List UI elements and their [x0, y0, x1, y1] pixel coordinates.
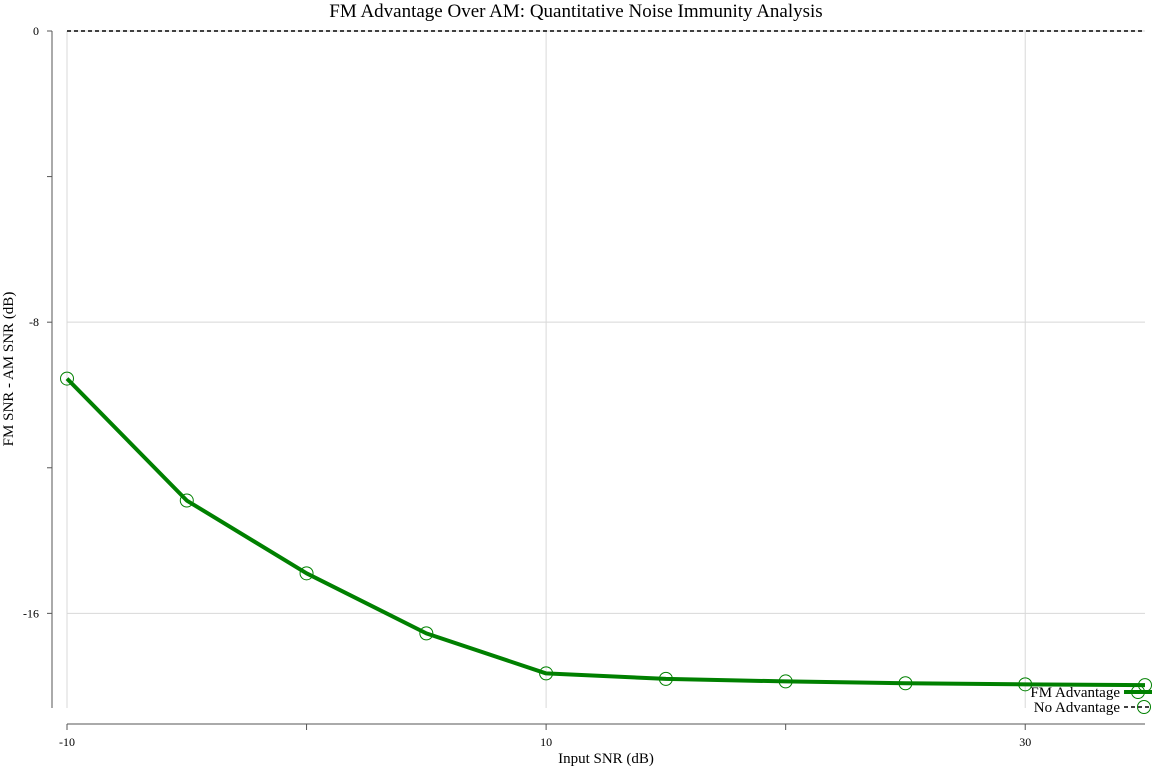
- x-axis-label: Input SNR (dB): [558, 751, 654, 767]
- axes: -10 10 30 0 -8 -16: [23, 24, 1145, 749]
- x-tick-label: -10: [59, 735, 75, 749]
- data-point: [1018, 677, 1033, 692]
- x-tick-label: 30: [1019, 735, 1031, 749]
- plot-area: [60, 30, 1152, 693]
- data-point: [778, 674, 793, 689]
- data-point: [898, 676, 913, 691]
- x-tick-label: 10: [540, 735, 552, 749]
- grid: [66, 30, 1145, 708]
- data-point: [60, 371, 74, 386]
- legend-label: FM Advantage: [1030, 685, 1120, 701]
- data-point: [179, 493, 194, 508]
- legend-label: No Advantage: [1034, 700, 1121, 716]
- legend-marker: [1131, 685, 1145, 699]
- data-point: [539, 666, 554, 681]
- y-tick-label: -16: [23, 606, 39, 620]
- data-point: [419, 626, 434, 641]
- chart-title: FM Advantage Over AM: Quantitative Noise…: [329, 1, 822, 22]
- data-point: [299, 566, 314, 581]
- data-point: [658, 671, 673, 686]
- legend-marker: [1137, 700, 1151, 714]
- fm-advantage-line: [65, 377, 1146, 688]
- y-axis-label: FM SNR - AM SNR (dB): [1, 292, 17, 447]
- y-tick-label: -8: [29, 315, 39, 329]
- y-tick-label: 0: [33, 24, 39, 38]
